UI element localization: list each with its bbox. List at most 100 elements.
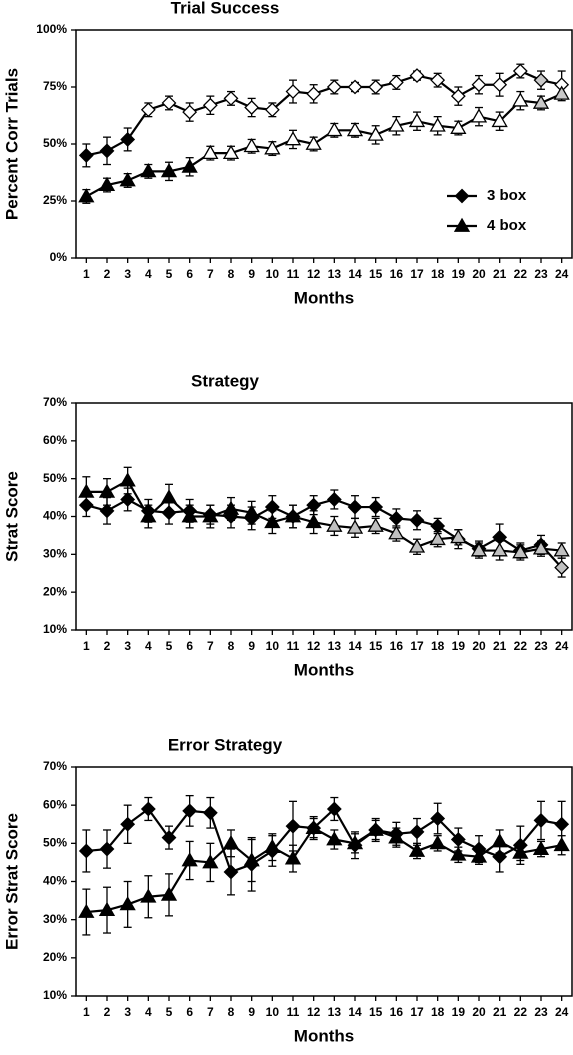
x-tick-label: 21 bbox=[493, 267, 507, 281]
x-tick-label: 24 bbox=[555, 1005, 569, 1019]
marker-triangle bbox=[78, 903, 95, 918]
marker-diamond bbox=[161, 830, 177, 846]
x-tick-label: 2 bbox=[104, 267, 111, 281]
y-tick-label: 40% bbox=[43, 509, 67, 523]
marker-diamond bbox=[492, 77, 508, 93]
x-tick-label: 4 bbox=[145, 1005, 152, 1019]
marker-triangle bbox=[346, 835, 364, 850]
legend-label: 4 box bbox=[487, 217, 527, 234]
marker-triangle bbox=[491, 833, 508, 848]
x-tick-label: 5 bbox=[166, 639, 173, 653]
series-line bbox=[85, 92, 563, 198]
marker-triangle bbox=[512, 544, 529, 559]
marker-diamond bbox=[409, 68, 425, 84]
marker-triangle bbox=[222, 835, 240, 850]
x-tick-label: 17 bbox=[410, 267, 424, 281]
marker-triangle bbox=[450, 119, 467, 134]
legend-label: 3 box bbox=[487, 187, 527, 204]
x-tick-label: 19 bbox=[452, 639, 466, 653]
marker-triangle bbox=[408, 538, 426, 553]
marker-triangle bbox=[78, 188, 95, 203]
marker-diamond bbox=[78, 147, 94, 163]
x-tick-label: 16 bbox=[390, 267, 404, 281]
marker-diamond bbox=[306, 86, 322, 102]
x-tick-label: 22 bbox=[514, 639, 528, 653]
y-axis-label: Error Strat Score bbox=[2, 813, 21, 950]
x-tick-label: 6 bbox=[186, 639, 193, 653]
marker-diamond bbox=[554, 816, 570, 832]
marker-diamond bbox=[326, 79, 342, 95]
marker-triangle bbox=[326, 517, 343, 532]
marker-diamond bbox=[306, 497, 322, 513]
marker-diamond bbox=[120, 132, 136, 147]
marker-diamond bbox=[388, 75, 404, 90]
marker-triangle bbox=[160, 163, 178, 178]
marker-triangle bbox=[367, 821, 384, 836]
marker-triangle bbox=[264, 513, 281, 529]
marker-diamond bbox=[264, 499, 280, 515]
x-tick-label: 15 bbox=[369, 267, 383, 281]
marker-triangle bbox=[243, 137, 260, 153]
marker-diamond bbox=[347, 499, 363, 515]
marker-triangle bbox=[450, 528, 467, 544]
x-tick-label: 15 bbox=[369, 1005, 383, 1019]
marker-triangle bbox=[119, 896, 136, 911]
x-tick-label: 8 bbox=[228, 639, 235, 653]
x-axis-label: Months bbox=[294, 288, 354, 307]
marker-triangle bbox=[243, 504, 260, 519]
x-tick-label: 11 bbox=[287, 639, 300, 653]
x-tick-label: 3 bbox=[124, 1005, 131, 1019]
x-tick-label: 1 bbox=[83, 1005, 90, 1019]
marker-diamond bbox=[492, 529, 508, 545]
x-tick-label: 6 bbox=[186, 267, 193, 281]
x-tick-label: 23 bbox=[534, 267, 548, 281]
marker-diamond bbox=[430, 811, 446, 826]
marker-triangle bbox=[140, 888, 157, 903]
y-tick-label: 50% bbox=[43, 471, 67, 485]
x-tick-label: 19 bbox=[452, 1005, 466, 1019]
chart-title: Trial Success bbox=[171, 0, 280, 17]
marker-diamond bbox=[140, 102, 156, 118]
marker-triangle bbox=[491, 112, 508, 128]
plot-frame bbox=[75, 766, 573, 997]
marker-diamond bbox=[223, 90, 239, 106]
marker-triangle bbox=[140, 163, 157, 178]
marker-triangle bbox=[326, 831, 343, 846]
marker-triangle bbox=[553, 836, 570, 852]
chart-title: Strategy bbox=[191, 371, 260, 390]
marker-diamond bbox=[223, 864, 239, 880]
x-tick-label: 11 bbox=[287, 1005, 300, 1019]
marker-diamond bbox=[78, 843, 94, 859]
y-tick-label: 100% bbox=[36, 22, 67, 36]
x-tick-label: 14 bbox=[348, 267, 362, 281]
marker-triangle bbox=[284, 131, 302, 146]
x-tick-label: 12 bbox=[307, 1005, 321, 1019]
marker-triangle bbox=[470, 848, 488, 863]
y-tick-label: 70% bbox=[43, 395, 67, 409]
marker-triangle bbox=[140, 508, 157, 523]
marker-triangle bbox=[388, 117, 405, 132]
y-tick-label: 0% bbox=[50, 250, 68, 264]
marker-triangle bbox=[222, 144, 240, 160]
x-tick-label: 20 bbox=[472, 267, 486, 281]
marker-diamond bbox=[533, 72, 549, 88]
marker-triangle bbox=[181, 852, 198, 867]
marker-triangle bbox=[512, 92, 529, 107]
x-tick-label: 3 bbox=[124, 639, 131, 653]
y-tick-label: 50% bbox=[43, 836, 67, 850]
marker-diamond bbox=[326, 801, 342, 817]
marker-triangle bbox=[453, 217, 471, 232]
y-tick-label: 10% bbox=[43, 622, 67, 636]
x-tick-label: 11 bbox=[287, 267, 300, 281]
y-tick-label: 70% bbox=[43, 759, 67, 773]
marker-diamond bbox=[202, 97, 218, 113]
x-tick-label: 24 bbox=[555, 267, 569, 281]
series-line bbox=[86, 498, 563, 569]
marker-triangle bbox=[388, 525, 405, 540]
marker-triangle bbox=[78, 483, 95, 498]
marker-diamond bbox=[264, 102, 280, 118]
marker-diamond bbox=[244, 100, 260, 115]
